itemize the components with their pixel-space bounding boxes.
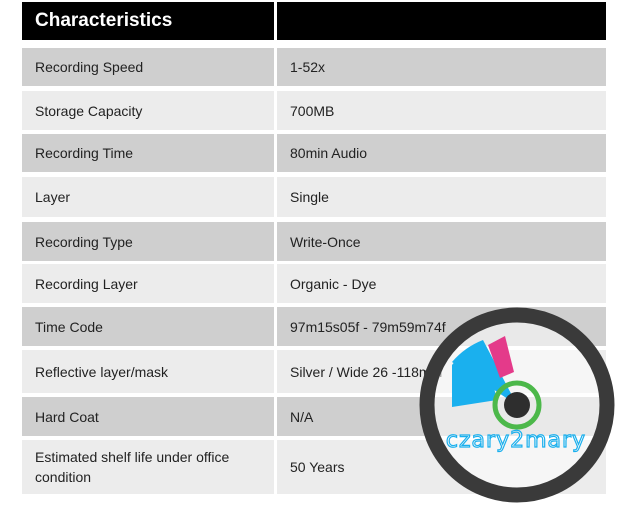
row-label: Storage Capacity — [22, 91, 274, 130]
logo-pink-wedge — [488, 336, 514, 378]
row-label: Recording Layer — [22, 264, 274, 303]
row-label: Estimated shelf life under office condit… — [22, 440, 274, 494]
logo-center — [504, 392, 530, 418]
logo-green-ring — [492, 380, 542, 430]
row-value: Write-Once — [277, 222, 606, 261]
row-label: Recording Time — [22, 134, 274, 172]
row-value: Organic - Dye — [277, 264, 606, 303]
logo-blue-wedge-2 — [452, 342, 497, 407]
row-label: Time Code — [22, 307, 274, 346]
watermark-text: czary2mary — [446, 428, 586, 453]
row-value: 700MB — [277, 91, 606, 130]
row-label: Layer — [22, 177, 274, 217]
row-label: Recording Speed — [22, 48, 274, 86]
header-title: Characteristics — [22, 2, 274, 40]
row-label: Hard Coat — [22, 397, 274, 436]
row-label: Reflective layer/mask — [22, 350, 274, 393]
row-value: 80min Audio — [277, 134, 606, 172]
row-label: Recording Type — [22, 222, 274, 261]
row-value: 1-52x — [277, 48, 606, 86]
row-value: Single — [277, 177, 606, 217]
header-blank — [277, 2, 606, 40]
